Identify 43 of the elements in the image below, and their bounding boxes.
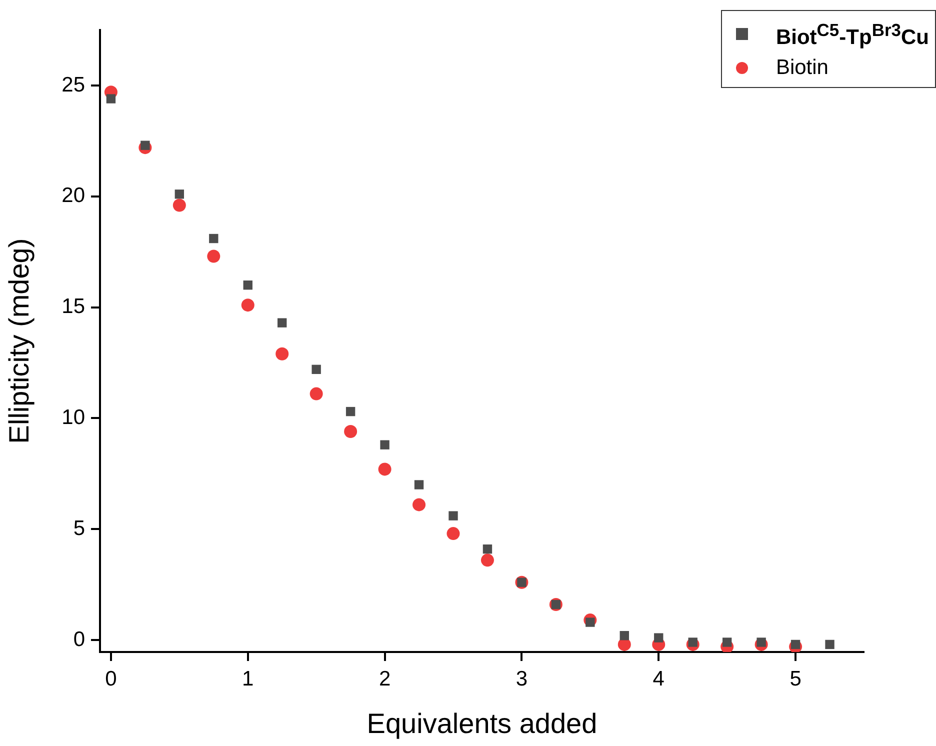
y-tick-label: 20 (62, 184, 85, 208)
point (825, 640, 834, 650)
point (378, 462, 392, 476)
point (241, 298, 254, 312)
x-tick-label: 4 (652, 667, 665, 690)
x-tick-label: 5 (790, 667, 802, 690)
point (207, 250, 220, 263)
y-axis-title: Ellipticity (mdeg) (4, 238, 35, 444)
y-tick-label: 0 (73, 628, 85, 651)
point (482, 544, 492, 554)
point (106, 94, 116, 104)
legend-label: Biotin (776, 55, 828, 81)
point (654, 633, 664, 642)
point (618, 638, 631, 651)
point (414, 480, 424, 490)
point (172, 198, 186, 212)
point (380, 440, 390, 450)
point (344, 425, 358, 438)
point (278, 318, 287, 328)
y-tick-label: 15 (62, 295, 85, 318)
x-tick-label: 1 (242, 667, 254, 690)
point (448, 511, 458, 520)
point (312, 364, 321, 374)
point (412, 498, 426, 512)
legend-label: Biot$^{C5}$-Tp$^{Br3}$Cu (776, 19, 929, 51)
x-tick-label: 0 (105, 667, 117, 690)
point (276, 347, 289, 360)
x-tick-label: 2 (378, 667, 391, 690)
point (174, 190, 184, 199)
y-tick-label: 25 (62, 73, 85, 96)
point (209, 234, 218, 244)
point (243, 280, 252, 290)
point (446, 527, 460, 540)
point (722, 638, 732, 647)
point (480, 554, 494, 567)
x-axis-title: Equivalents added (366, 708, 598, 739)
x-tick-label: 3 (516, 667, 528, 690)
y-tick-label: 5 (73, 516, 85, 540)
point (346, 406, 356, 416)
point (310, 387, 323, 400)
point (620, 630, 629, 640)
y-tick-label: 10 (62, 406, 85, 429)
point (790, 640, 800, 650)
